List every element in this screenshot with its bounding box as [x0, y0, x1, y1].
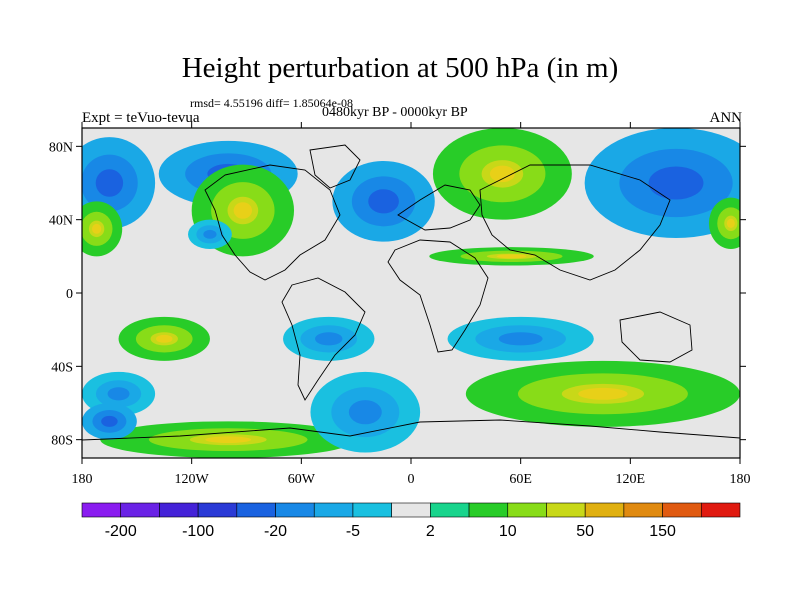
lat-tick-label: 40N	[49, 214, 73, 229]
lon-tick-label: 120W	[175, 472, 210, 487]
coastline-africa	[387, 239, 489, 353]
colorbar-swatch	[159, 502, 199, 518]
contour-peak	[489, 165, 515, 183]
period-label: 0480kyr BP - 0000kyr BP	[322, 105, 468, 120]
experiment-label: Expt = teVuo-tevua	[82, 110, 200, 126]
colorbar-swatch	[430, 502, 470, 518]
contour-peak	[156, 334, 173, 343]
lon-tick-label: 60E	[509, 472, 532, 487]
contour-peak	[233, 202, 253, 219]
contour-region-blue	[368, 189, 399, 214]
contour-region-cyan	[107, 387, 130, 401]
lat-tick-label: 0	[66, 287, 73, 302]
longitude-axis: 180 120W 60W 0 60E 120E 180	[72, 122, 751, 487]
contour-region-cyan	[348, 400, 382, 425]
lon-tick-label: 180	[730, 472, 751, 487]
colorbar-swatch	[313, 502, 354, 518]
lat-tick-label: 80S	[51, 434, 73, 449]
season-label: ANN	[709, 110, 743, 126]
colorbar-label: -5	[346, 523, 360, 540]
contour-peak	[205, 436, 252, 443]
colorbar-swatch	[623, 502, 663, 518]
latitude-axis: 80N 40N 0 40S 80S	[49, 140, 746, 449]
colorbar-swatch	[584, 502, 625, 518]
coastline-europe	[397, 184, 481, 231]
lon-tick-label: 120E	[616, 472, 646, 487]
colorbar-label: 10	[499, 523, 517, 540]
coastline-greenland	[309, 144, 361, 189]
coastline-antarctica	[82, 419, 740, 441]
colorbar-swatch	[352, 502, 392, 518]
colorbar-swatch	[81, 502, 122, 518]
plot-title: Height perturbation at 500 hPa (in m)	[181, 52, 619, 84]
rmsd-diff-stats: rmsd= 4.55196 diff= 1.85064e-08	[190, 96, 353, 110]
contour-peak	[496, 254, 527, 259]
colorbar-swatch	[391, 502, 431, 518]
lon-tick-label: 180	[72, 472, 93, 487]
colorbar-swatch	[468, 502, 509, 518]
colorbar-swatch	[700, 502, 741, 518]
contour-region-blue	[95, 169, 124, 197]
colorbar-label: 2	[426, 523, 435, 540]
colorbar-label: 150	[649, 523, 676, 540]
contour-peak	[578, 387, 628, 400]
lat-tick-label: 80N	[49, 140, 73, 155]
colorbar-swatch	[236, 502, 276, 518]
colorbar-label: 50	[576, 523, 594, 540]
colorbar-swatch	[546, 502, 586, 518]
colorbar-swatch	[275, 502, 315, 518]
contour-region-blue	[648, 166, 704, 200]
colorbar-label: -200	[105, 523, 137, 540]
lat-tick-label: 40S	[51, 360, 73, 375]
coastline-north-america	[204, 164, 341, 281]
colorbar-swatch	[662, 502, 702, 518]
colorbar-swatch	[120, 502, 160, 518]
contour-peak	[726, 218, 735, 228]
contour-region-cyan	[203, 229, 217, 239]
contour-region-blue	[101, 415, 118, 427]
coastlines	[82, 144, 740, 441]
coastline-south-america	[281, 277, 366, 401]
colorbar-label: -20	[264, 523, 287, 540]
colorbar-swatch	[197, 502, 238, 518]
coastline-australia	[619, 311, 693, 363]
contour-region-cyan	[315, 332, 343, 346]
contour-peak	[92, 223, 102, 234]
colorbar-swatch	[507, 502, 547, 518]
lon-tick-label: 0	[408, 472, 415, 487]
contour-region-cyan	[498, 332, 543, 346]
lon-tick-label: 60W	[288, 472, 316, 487]
coastline-asia	[479, 164, 671, 281]
map-panel	[81, 127, 741, 459]
colorbar-label: -100	[182, 523, 214, 540]
contour-field	[82, 128, 740, 458]
colorbar: -200 -100 -20 -5 2 10 50 150	[81, 502, 741, 540]
